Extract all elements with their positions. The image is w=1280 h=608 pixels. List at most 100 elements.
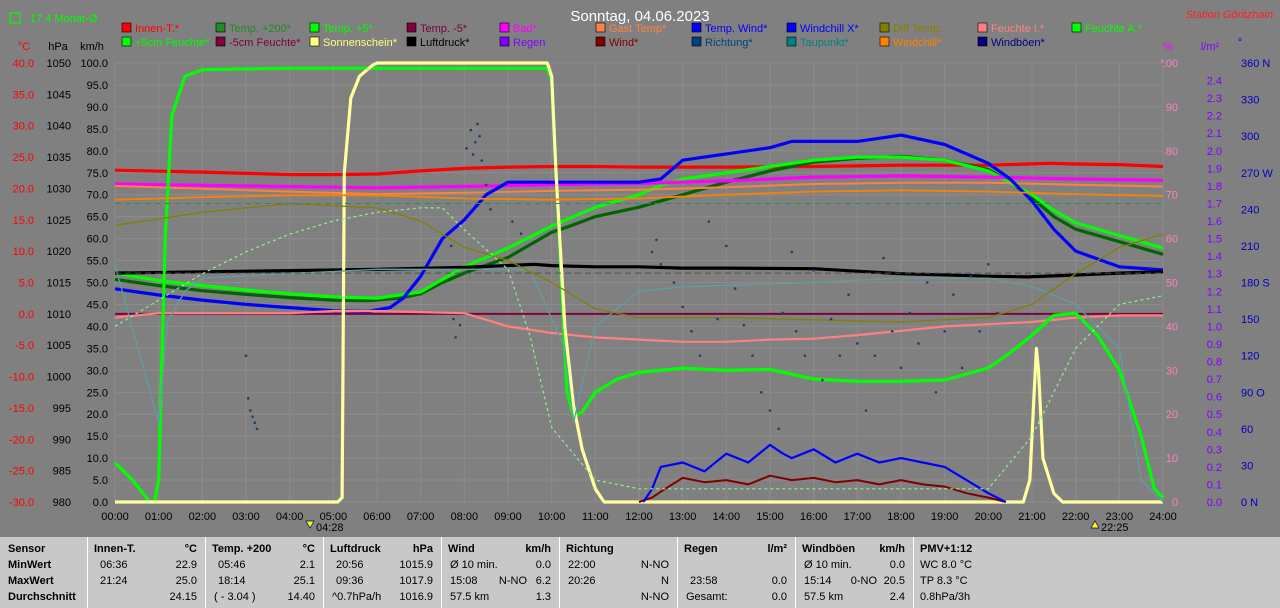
series-windb-en (642, 443, 1007, 503)
pct-tick: 50 (1166, 278, 1178, 290)
stats-col-sensor: Sensor MinWert MaxWert Durchschnitt (0, 537, 88, 608)
luftdruck-header: Luftdruck (330, 543, 381, 555)
stats-sensor-header: Sensor (8, 543, 46, 555)
time-tick: 20:00 (975, 511, 1003, 523)
direction-point (890, 329, 894, 333)
direction-tick: 240 (1241, 204, 1259, 216)
hpa-tick: 990 (53, 434, 71, 446)
month-avg-label: 17.4 Monat-Ø (30, 13, 98, 25)
innen-max-time: 21:24 (100, 575, 128, 587)
boeen-min-value: 0.0 (889, 559, 905, 571)
boeen-min-time: Ø 10 min. (804, 559, 852, 571)
time-tick: 03:00 (232, 511, 260, 523)
rain-tick: 1.3 (1207, 269, 1222, 281)
time-tick: 12:00 (625, 511, 653, 523)
direction-point (449, 244, 453, 248)
time-tick: 19:00 (931, 511, 959, 523)
legend-label: Diff Temp. (893, 23, 942, 35)
rain-tick: 1.8 (1207, 181, 1222, 193)
direction-point (917, 342, 920, 345)
hpa-tick: 980 (53, 497, 71, 509)
time-tick: 05:00 (320, 511, 348, 523)
legend-swatch (879, 22, 890, 33)
temp-tick: 5.0 (19, 278, 34, 290)
regen-total-value: 0.0 (771, 591, 787, 603)
direction-point (803, 354, 807, 357)
direction-tick: 30 (1241, 460, 1253, 472)
pct-tick: 20 (1166, 409, 1178, 421)
temp200-min-value: 2.1 (299, 559, 315, 571)
luftdruck-max-time: 09:36 (336, 575, 364, 587)
rain-tick: 2.2 (1207, 111, 1222, 123)
pct-tick: 100 (1160, 58, 1178, 70)
temp-tick: -30.0 (9, 497, 34, 509)
temp200-unit: °C (302, 543, 315, 555)
direction-tick: 0 N (1241, 497, 1258, 509)
time-tick: 07:00 (407, 511, 435, 523)
luftdruck-avg-value: 1016.9 (399, 591, 433, 603)
richtung-header: Richtung (566, 543, 614, 555)
time-tick: 08:00 (451, 511, 479, 523)
rain-tick: 2.0 (1207, 146, 1222, 158)
wind-max-direction: N-NO (498, 575, 527, 587)
series-taupunkt (114, 264, 1164, 503)
temp-tick: 25.0 (13, 152, 34, 164)
regen-total-label: Gesamt: (686, 591, 728, 603)
legend-swatch (691, 22, 702, 33)
direction-point (246, 397, 250, 400)
legend-item-5cm-feuchte: -5cm Feuchte* (215, 36, 301, 49)
legend-item-gast-temp: Gast Temp* (595, 22, 667, 35)
hpa-tick: 1025 (47, 215, 71, 227)
direction-point (454, 336, 457, 339)
boeen-max-time: 15:14 (804, 575, 832, 587)
stats-col-boeen: Windböen km/h Ø 10 min. 0.0 15:14 0-NO 2… (796, 537, 914, 608)
legend-item-windchill: Windchill* (879, 36, 942, 49)
kmh-unit-label: km/h (80, 41, 104, 53)
legend-label: Wind* (609, 37, 639, 49)
direction-point (707, 220, 711, 223)
wind-max-value: 6.2 (535, 575, 551, 587)
legend-item-feuchte-a: Feuchte A.* (1071, 22, 1143, 35)
direction-point (251, 415, 254, 418)
direction-point (733, 287, 737, 290)
direction-point (759, 390, 763, 394)
rain-tick: 0.2 (1207, 462, 1222, 474)
hpa-tick: 1010 (47, 309, 71, 321)
pct-tick: 80 (1166, 146, 1178, 158)
rain-tick: 1.6 (1207, 216, 1222, 228)
sunrise-icon (305, 520, 315, 529)
kmh-tick: 30.0 (87, 365, 108, 377)
temp-tick: 40.0 (13, 58, 34, 70)
series-windchill (114, 189, 1164, 201)
legend-swatch (215, 36, 226, 47)
luftdruck-avg-note: ^0.7hPa/h (332, 591, 382, 603)
legend-label: Windchill X* (800, 23, 859, 35)
direction-point (742, 323, 746, 327)
legend-swatch (879, 36, 890, 47)
pct-tick: 40 (1166, 321, 1178, 333)
rain-tick: 1.7 (1207, 198, 1222, 210)
legend-item-innen-t: Innen-T.* (121, 22, 180, 35)
deg-unit-label: ° (1238, 37, 1242, 49)
direction-tick: 330 (1241, 95, 1259, 107)
sunset-marker: 22:25 (1090, 520, 1129, 534)
boeen-max-value: 20.5 (883, 575, 905, 587)
stats-col-richtung: Richtung 22:00 N-NO 20:26 N N-NO (560, 537, 678, 608)
direction-point (681, 305, 684, 309)
wind-header: Wind (448, 543, 475, 555)
series-gast-temp (114, 181, 1164, 196)
direction-point (476, 122, 479, 126)
hpa-tick: 1020 (47, 246, 71, 258)
hpa-tick: 1000 (47, 372, 71, 384)
richtung-max-value: N (661, 575, 669, 587)
direction-point (821, 378, 824, 382)
series-feuchte-i (114, 309, 1163, 343)
boeen-avg-note: 57.5 km (804, 591, 844, 603)
hpa-tick: 1005 (47, 340, 71, 352)
direction-point (465, 147, 468, 150)
direction-point (987, 262, 990, 266)
series-wind (638, 474, 1007, 503)
direction-tick: 300 (1241, 131, 1259, 143)
luftdruck-min-time: 20:56 (336, 559, 364, 571)
direction-point (655, 238, 658, 242)
